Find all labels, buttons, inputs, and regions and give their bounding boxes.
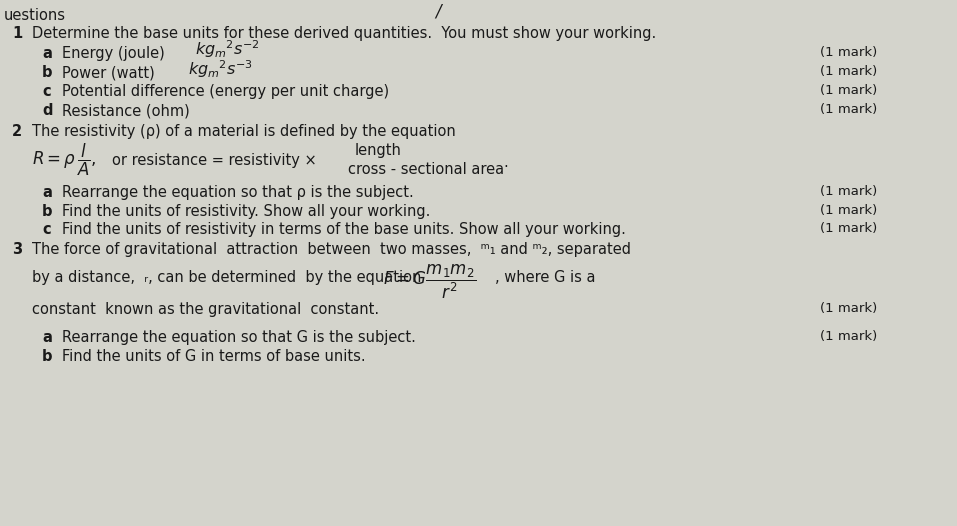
Text: $R = \rho\,\dfrac{l}{A}$,: $R = \rho\,\dfrac{l}{A}$, <box>32 142 97 178</box>
Text: b: b <box>42 65 53 80</box>
Text: uestions: uestions <box>4 8 66 23</box>
Text: c: c <box>42 222 51 237</box>
Text: (1 mark): (1 mark) <box>820 330 878 343</box>
Text: Determine the base units for these derived quantities.  You must show your worki: Determine the base units for these deriv… <box>32 26 657 41</box>
Text: (1 mark): (1 mark) <box>820 65 878 78</box>
Text: 1: 1 <box>12 26 22 41</box>
Text: $F = G\dfrac{m_1 m_2}{r^2}$: $F = G\dfrac{m_1 m_2}{r^2}$ <box>383 263 476 301</box>
Text: (1 mark): (1 mark) <box>820 302 878 315</box>
Text: Rearrange the equation so that ρ is the subject.: Rearrange the equation so that ρ is the … <box>62 185 413 200</box>
Text: (1 mark): (1 mark) <box>820 222 878 235</box>
Text: Find the units of resistivity in terms of the base units. Show all your working.: Find the units of resistivity in terms o… <box>62 222 626 237</box>
Text: Resistance (ohm): Resistance (ohm) <box>62 103 189 118</box>
Text: 2: 2 <box>12 124 22 139</box>
Text: c: c <box>42 84 51 99</box>
Text: The resistivity (ρ) of a material is defined by the equation: The resistivity (ρ) of a material is def… <box>32 124 456 139</box>
Text: cross - sectional area: cross - sectional area <box>348 162 504 177</box>
Text: b: b <box>42 204 53 219</box>
Text: or resistance = resistivity ×: or resistance = resistivity × <box>112 153 317 168</box>
Text: Find the units of resistivity. Show all your working.: Find the units of resistivity. Show all … <box>62 204 431 219</box>
Text: $\mathit{kg}_{\mathit{m}}{}^{\mathit{2}}\mathit{s}^{\mathit{-2}}$: $\mathit{kg}_{\mathit{m}}{}^{\mathit{2}}… <box>195 38 260 59</box>
Text: Energy (joule): Energy (joule) <box>62 46 165 61</box>
Text: (1 mark): (1 mark) <box>820 185 878 198</box>
Text: , where G is a: , where G is a <box>495 270 595 285</box>
Text: b: b <box>42 349 53 364</box>
Text: /: / <box>435 2 440 20</box>
Text: $\mathit{kg}_{\mathit{m}}{}^{\mathit{2}}\mathit{s}^{\mathit{-3}}$: $\mathit{kg}_{\mathit{m}}{}^{\mathit{2}}… <box>188 58 253 80</box>
Text: a: a <box>42 330 52 345</box>
Text: The force of gravitational  attraction  between  two masses,  ᵐ₁ and ᵐ₂, separat: The force of gravitational attraction be… <box>32 242 631 257</box>
Text: a: a <box>42 185 52 200</box>
Text: (1 mark): (1 mark) <box>820 103 878 116</box>
Text: (1 mark): (1 mark) <box>820 204 878 217</box>
Text: Find the units of G in terms of base units.: Find the units of G in terms of base uni… <box>62 349 366 364</box>
Text: (1 mark): (1 mark) <box>820 84 878 97</box>
Text: .: . <box>503 155 508 170</box>
Text: Potential difference (energy per unit charge): Potential difference (energy per unit ch… <box>62 84 389 99</box>
Text: (1 mark): (1 mark) <box>820 46 878 59</box>
Text: Rearrange the equation so that G is the subject.: Rearrange the equation so that G is the … <box>62 330 416 345</box>
Text: a: a <box>42 46 52 61</box>
Text: Power (watt): Power (watt) <box>62 65 155 80</box>
Text: length: length <box>355 143 402 158</box>
Text: d: d <box>42 103 53 118</box>
Text: constant  known as the gravitational  constant.: constant known as the gravitational cons… <box>32 302 379 317</box>
Text: 3: 3 <box>12 242 22 257</box>
Text: by a distance,  ᵣ, can be determined  by the equation: by a distance, ᵣ, can be determined by t… <box>32 270 426 285</box>
